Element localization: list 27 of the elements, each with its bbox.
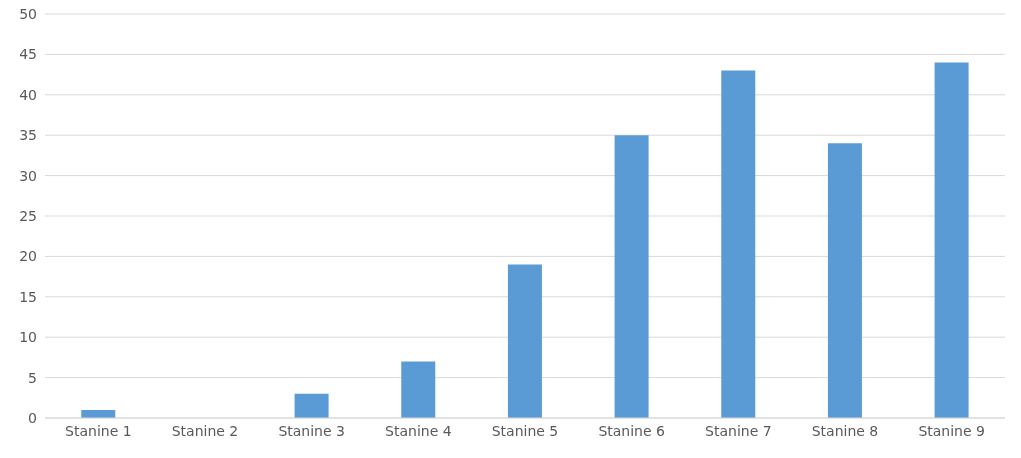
x-tick-label: Stanine 6 xyxy=(598,422,666,439)
y-tick-label: 0 xyxy=(28,409,37,426)
bar xyxy=(401,361,436,418)
y-tick-label: 20 xyxy=(19,248,37,265)
y-tick-label: 15 xyxy=(19,288,37,305)
x-tick-label: Stanine 9 xyxy=(918,422,985,439)
y-tick-label: 5 xyxy=(28,369,37,386)
y-tick-label: 40 xyxy=(19,86,37,103)
bar xyxy=(721,70,756,418)
x-tick-label: Stanine 7 xyxy=(705,422,772,439)
bar xyxy=(507,264,542,418)
x-tick-label: Stanine 1 xyxy=(65,422,132,439)
bar xyxy=(934,62,969,418)
x-tick-label: Stanine 4 xyxy=(385,422,452,439)
x-tick-label: Stanine 2 xyxy=(171,422,239,439)
x-tick-label: Stanine 3 xyxy=(278,422,345,439)
bar xyxy=(827,143,862,418)
x-tick-label: Stanine 5 xyxy=(491,422,559,439)
y-tick-label: 30 xyxy=(19,167,37,184)
bar xyxy=(294,393,329,418)
y-tick-label: 50 xyxy=(19,5,37,22)
y-tick-label: 45 xyxy=(19,46,37,63)
y-tick-label: 10 xyxy=(19,329,37,346)
x-tick-label: Stanine 8 xyxy=(811,422,879,439)
bar xyxy=(614,135,649,418)
y-tick-label: 25 xyxy=(19,207,37,224)
y-tick-label: 35 xyxy=(19,127,37,144)
